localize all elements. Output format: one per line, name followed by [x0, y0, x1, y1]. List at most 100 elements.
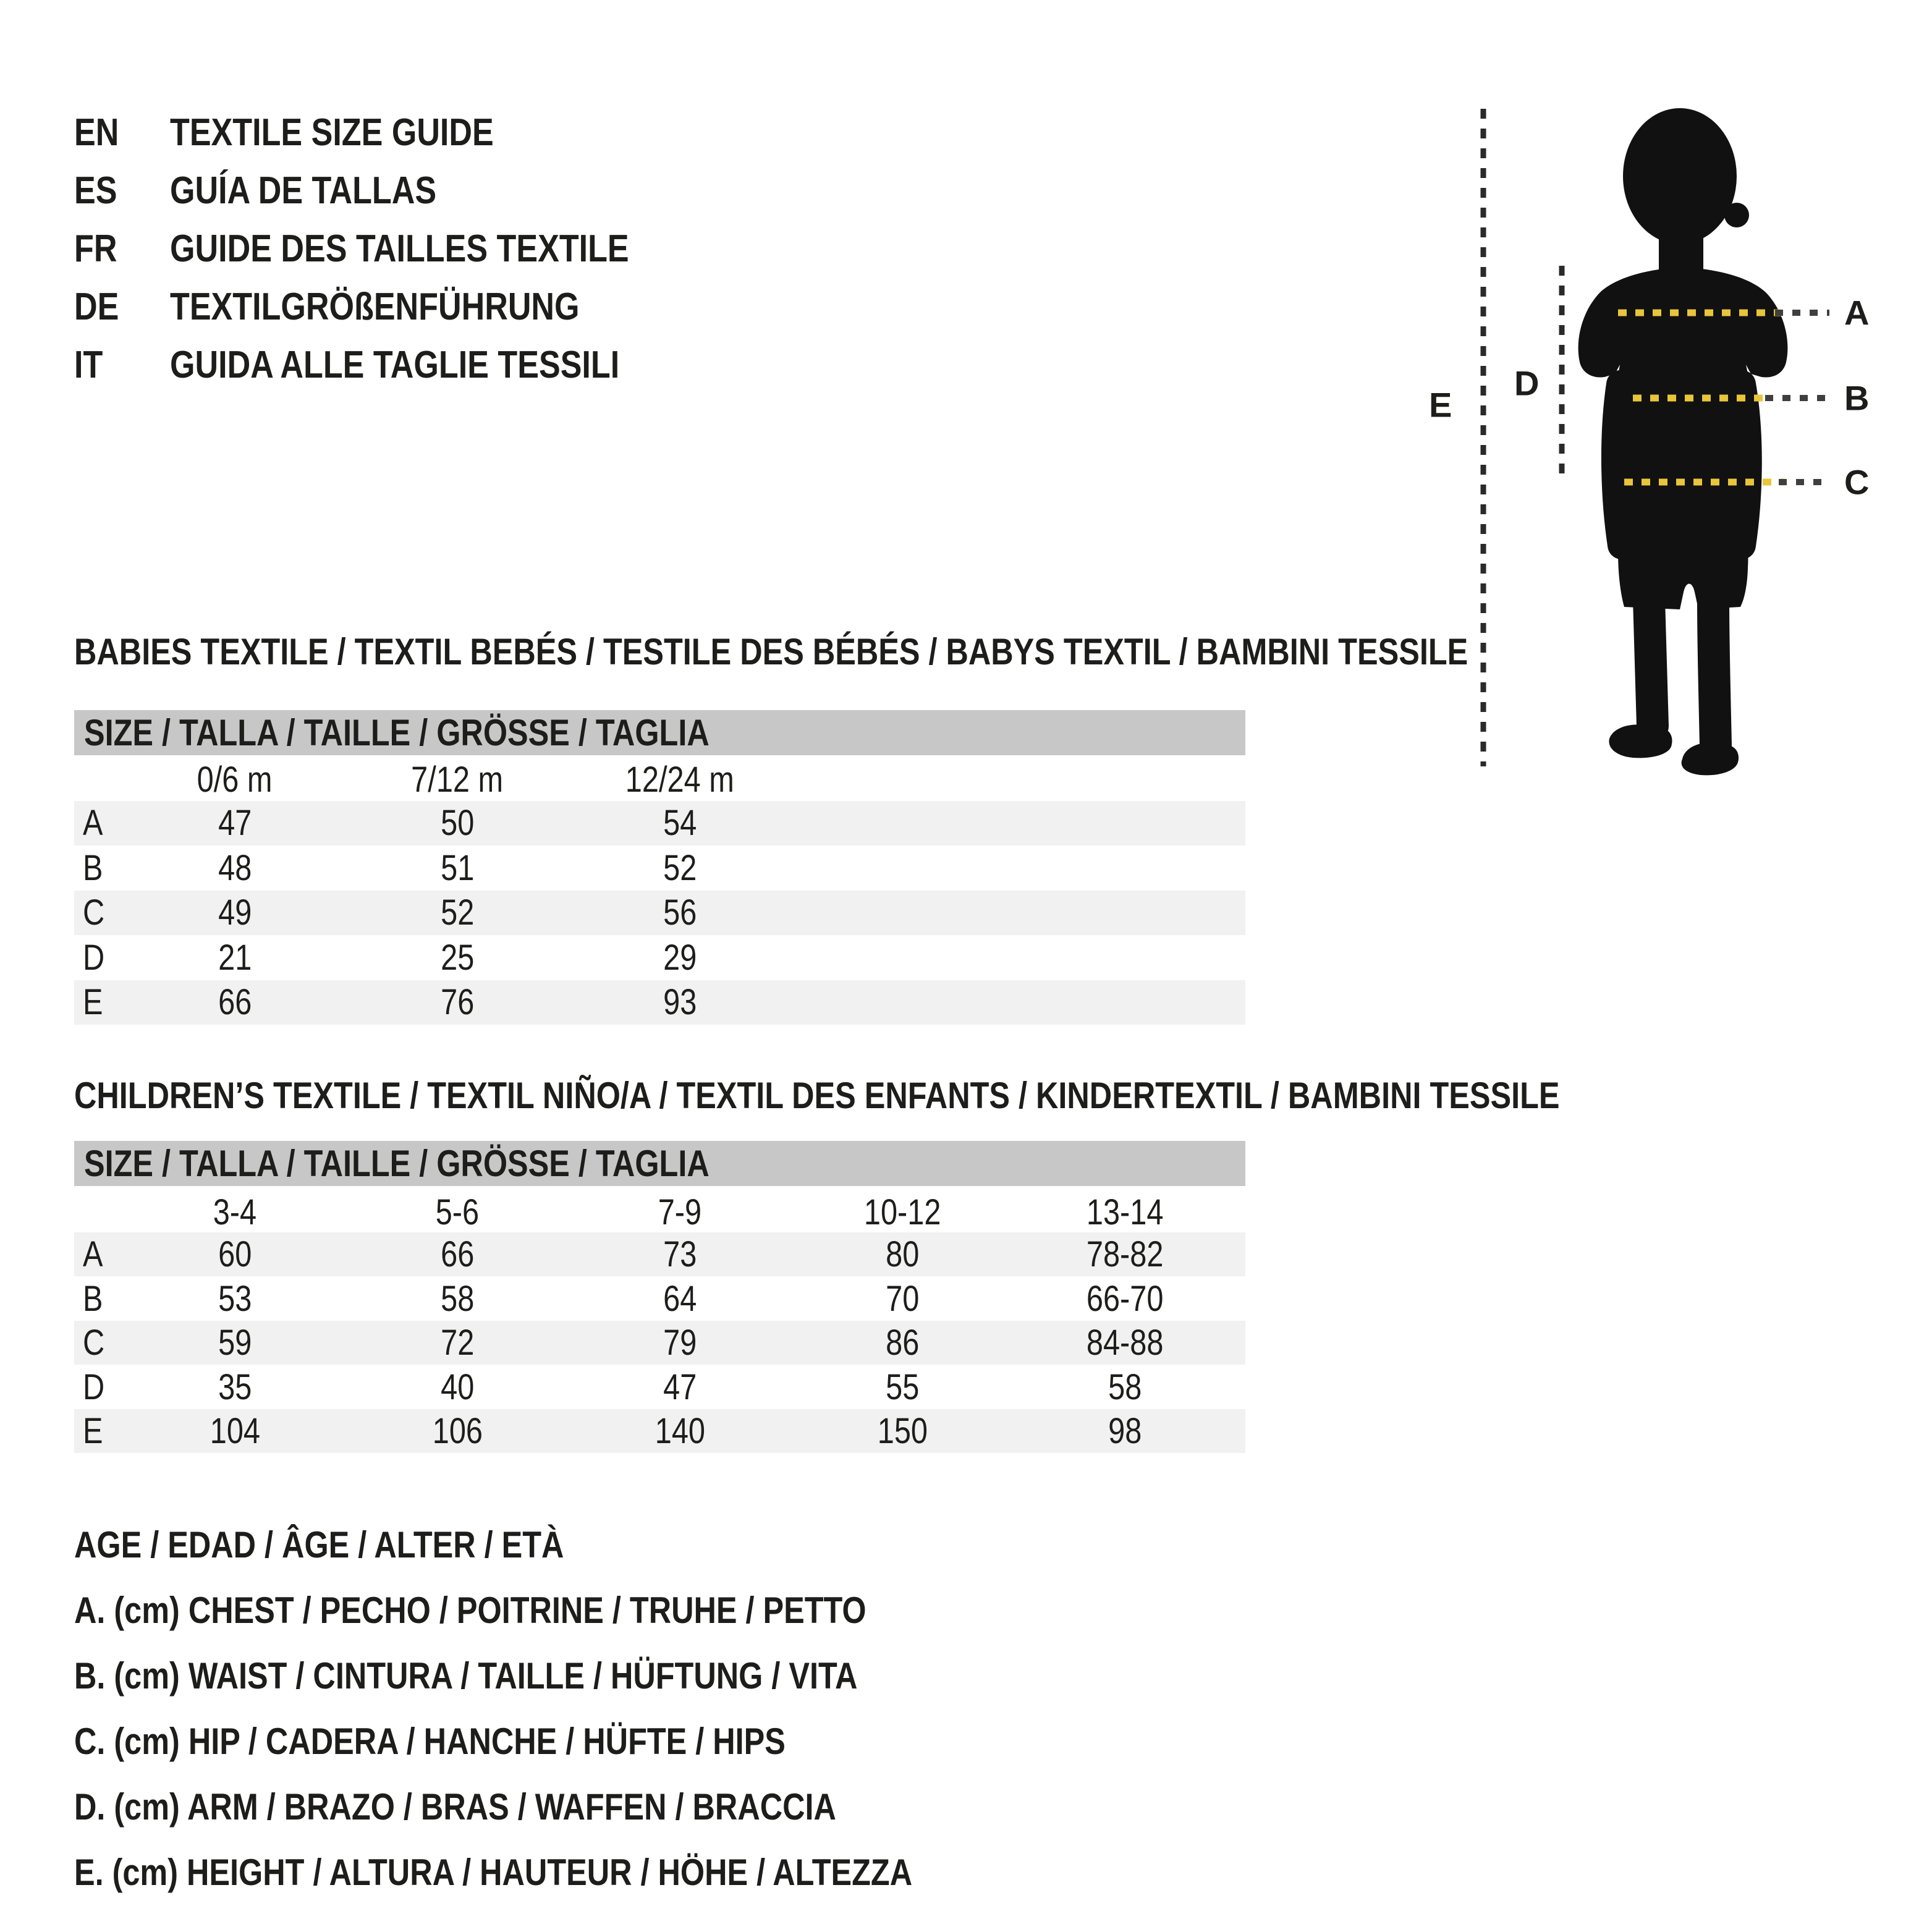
table-row: E 104 106 140 150 98 [74, 1409, 1245, 1453]
language-code: IT [74, 344, 103, 386]
row-label: C [83, 892, 105, 933]
legend-line-chest: A. (cm) CHEST / PECHO / POITRINE / TRUHE… [74, 1590, 866, 1631]
table-row: D 21 25 29 [74, 936, 1245, 980]
marker-label-d: D [1514, 364, 1539, 403]
marker-label-b: B [1844, 379, 1869, 418]
column-header: 12/24 m [625, 760, 735, 800]
children-column-header-row: 3-4 5-6 7-9 10-12 13-14 [74, 1190, 1245, 1234]
column-header: 5-6 [435, 1192, 480, 1232]
table-cell: 66-70 [1086, 1279, 1164, 1319]
table-cell: 66 [218, 982, 252, 1022]
table-cell: 73 [663, 1234, 697, 1274]
language-title: TEXTILGRÖßENFÜHRUNG [170, 286, 580, 328]
table-cell: 48 [218, 848, 252, 888]
language-code: ES [74, 169, 117, 212]
table-cell: 60 [218, 1234, 252, 1274]
column-header: 0/6 m [197, 760, 273, 800]
table-cell: 56 [663, 892, 697, 933]
measurement-legend: AGE / EDAD / ÂGE / ALTER / ETÀ A. (cm) C… [74, 1512, 1072, 1905]
marker-label-a: A [1844, 294, 1869, 333]
child-silhouette [1578, 108, 1788, 776]
language-row-en: EN TEXTILE SIZE GUIDE [74, 104, 716, 162]
babies-size-header-bar: SIZE / TALLA / TAILLE / GRÖSSE / TAGLIA [74, 710, 1245, 755]
language-title: GUÍA DE TALLAS [170, 169, 437, 212]
row-label: A [83, 1234, 103, 1274]
row-label: B [83, 1279, 103, 1319]
table-cell: 47 [218, 803, 252, 843]
children-size-header-bar: SIZE / TALLA / TAILLE / GRÖSSE / TAGLIA [74, 1141, 1245, 1186]
table-cell: 70 [885, 1279, 920, 1319]
table-cell: 76 [440, 982, 475, 1022]
language-title: GUIDA ALLE TAGLIE TESSILI [170, 344, 620, 386]
table-row: C 59 72 79 86 84-88 [74, 1321, 1245, 1365]
table-cell: 106 [432, 1411, 483, 1451]
table-cell: 58 [440, 1279, 475, 1319]
legend-line-height: E. (cm) HEIGHT / ALTURA / HAUTEUR / HÖHE… [74, 1852, 913, 1893]
language-row-de: DE TEXTILGRÖßENFÜHRUNG [74, 278, 716, 336]
row-label: D [83, 938, 105, 978]
table-cell: 58 [1108, 1367, 1142, 1407]
language-code: FR [74, 227, 117, 270]
table-cell: 104 [210, 1411, 260, 1451]
table-cell: 79 [663, 1323, 697, 1363]
table-cell: 21 [218, 938, 252, 978]
table-cell: 84-88 [1086, 1323, 1164, 1363]
table-cell: 59 [218, 1323, 252, 1363]
table-cell: 86 [885, 1323, 920, 1363]
table-cell: 150 [877, 1411, 928, 1451]
table-cell: 49 [218, 892, 252, 933]
table-row: B 48 51 52 [74, 846, 1245, 891]
language-title: GUIDE DES TAILLES TEXTILE [170, 227, 629, 270]
table-cell: 52 [663, 848, 697, 888]
table-cell: 140 [655, 1411, 705, 1451]
column-header: 7-9 [658, 1192, 702, 1232]
table-cell: 72 [440, 1323, 475, 1363]
language-row-fr: FR GUIDE DES TAILLES TEXTILE [74, 220, 716, 278]
legend-line-age: AGE / EDAD / ÂGE / ALTER / ETÀ [74, 1524, 564, 1566]
legend-line-waist: B. (cm) WAIST / CINTURA / TAILLE / HÜFTU… [74, 1655, 858, 1697]
column-header: 7/12 m [411, 760, 504, 800]
table-cell: 54 [663, 803, 697, 843]
children-size-table: SIZE / TALLA / TAILLE / GRÖSSE / TAGLIA … [74, 1141, 1245, 1453]
babies-size-table: SIZE / TALLA / TAILLE / GRÖSSE / TAGLIA … [74, 710, 1245, 1026]
table-cell: 53 [218, 1279, 252, 1319]
row-label: E [83, 1411, 103, 1451]
table-row: A 47 50 54 [74, 801, 1245, 845]
column-header: 3-4 [213, 1192, 257, 1232]
language-title: TEXTILE SIZE GUIDE [170, 111, 494, 154]
row-label: B [83, 848, 103, 888]
table-row: D 35 40 47 55 58 [74, 1365, 1245, 1409]
table-cell: 52 [440, 892, 475, 933]
table-cell: 80 [885, 1234, 920, 1274]
children-section-heading: CHILDREN’S TEXTILE / TEXTIL NIÑO/A / TEX… [74, 1075, 1560, 1116]
table-cell: 51 [440, 848, 475, 888]
table-cell: 93 [663, 982, 697, 1022]
legend-line-hip: C. (cm) HIP / CADERA / HANCHE / HÜFTE / … [74, 1721, 786, 1762]
table-cell: 25 [440, 938, 475, 978]
row-label: D [83, 1367, 105, 1407]
table-cell: 50 [440, 803, 475, 843]
table-cell: 64 [663, 1279, 697, 1319]
language-row-it: IT GUIDA ALLE TAGLIE TESSILI [74, 336, 716, 394]
row-label: C [83, 1323, 105, 1363]
table-cell: 47 [663, 1367, 697, 1407]
table-row: E 66 76 93 [74, 980, 1245, 1025]
marker-label-e: E [1429, 386, 1452, 425]
table-cell: 66 [440, 1234, 475, 1274]
table-row: B 53 58 64 70 66-70 [74, 1277, 1245, 1321]
table-cell: 78-82 [1086, 1234, 1164, 1274]
table-cell: 40 [440, 1367, 475, 1407]
babies-section-heading: BABIES TEXTILE / TEXTIL BEBÉS / TESTILE … [74, 631, 1468, 672]
row-label: E [83, 982, 103, 1022]
column-header: 10-12 [863, 1192, 941, 1232]
table-row: A 60 66 73 80 78-82 [74, 1232, 1245, 1276]
language-row-es: ES GUÍA DE TALLAS [74, 162, 716, 220]
child-silhouette-diagram: A B C D E [1429, 108, 1869, 776]
babies-column-header-row: 0/6 m 7/12 m 12/24 m [74, 758, 1245, 802]
legend-line-arm: D. (cm) ARM / BRAZO / BRAS / WAFFEN / BR… [74, 1786, 836, 1828]
table-row: C 49 52 56 [74, 891, 1245, 935]
language-code: EN [74, 111, 119, 154]
table-cell: 29 [663, 938, 697, 978]
row-label: A [83, 803, 103, 843]
